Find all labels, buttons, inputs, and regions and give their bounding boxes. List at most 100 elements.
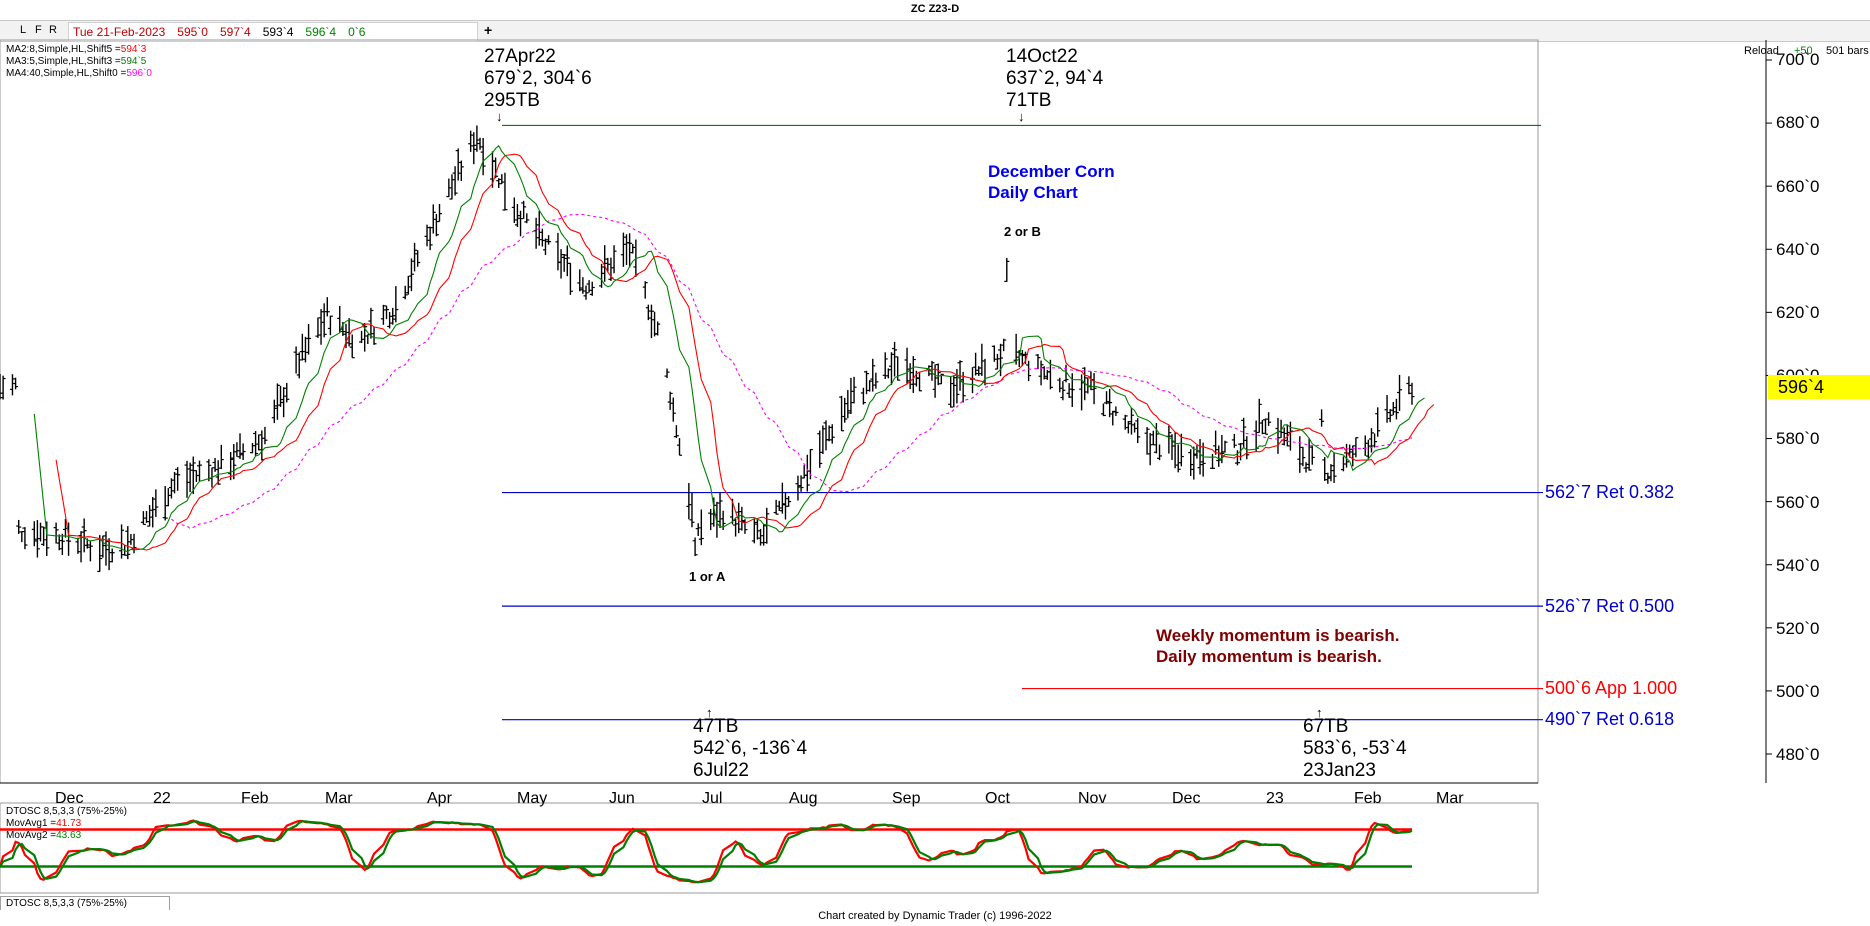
y-tick-620: 620`0 — [1776, 303, 1820, 322]
jul-tb: 47TB — [693, 716, 739, 737]
subtitle-line-2: Daily Chart — [988, 183, 1078, 202]
quote-date: Tue 21-Feb-2023 — [73, 25, 166, 39]
jan-annotation: 67TB 583`6, -53`4 23Jan23 — [1303, 716, 1407, 782]
jan-tb: 67TB — [1303, 716, 1349, 737]
osc-title: DTOSC 8,5,3,3 (75%-25%) — [6, 806, 127, 817]
osc-mov1: MovAvg1 =41.73 — [6, 818, 81, 830]
x-tick-aug: Aug — [789, 790, 818, 807]
subtitle-line-1: December Corn — [988, 162, 1115, 181]
ma4-value: 596`0 — [126, 68, 152, 79]
ma4-label: MA4:40,Simple,HL,Shift0 = — [6, 68, 127, 79]
jul-values: 542`6, -136`4 — [693, 738, 808, 759]
oct-values: 637`2, 94`4 — [1006, 68, 1104, 89]
y-tick-580: 580`0 — [1776, 429, 1820, 448]
oct-arrow: ↓ — [1018, 109, 1025, 124]
apr-values: 679`2, 304`6 — [484, 68, 592, 89]
ma2-label: MA2:8,Simple,HL,Shift5 = — [6, 44, 121, 55]
wave-a-label: 1 or A — [689, 569, 726, 584]
ma-legend-3: MA4:40,Simple,HL,Shift0 =596`0 — [6, 68, 152, 80]
y-tick-660: 660`0 — [1776, 177, 1820, 196]
x-tick-apr: Apr — [427, 790, 452, 807]
jul-date: 6Jul22 — [693, 760, 749, 781]
x-tick-dec-21: Dec — [55, 790, 84, 807]
y-tick-700: 700`0 — [1776, 50, 1820, 69]
chart-title: ZC Z23-D — [910, 3, 960, 15]
jan-date: 23Jan23 — [1303, 760, 1376, 781]
x-tick-sep: Sep — [892, 790, 921, 807]
ma4-line — [171, 213, 1413, 530]
x-tick-jul: Jul — [702, 790, 723, 807]
level-label-app: 500`6 App 1.000 — [1545, 678, 1678, 698]
y-tick-540: 540`0 — [1776, 556, 1820, 575]
chart-subtitle: December Corn Daily Chart — [988, 161, 1115, 203]
quote-close: 596`4 — [305, 25, 337, 39]
osc-mov2-label: MovAvg2 = — [6, 830, 57, 841]
ma-legend-2: MA3:5,Simple,HL,Shift3 =594`5 — [6, 56, 146, 68]
l-button[interactable]: L — [20, 24, 27, 36]
level-label-382: 562`7 Ret 0.382 — [1545, 482, 1675, 502]
ma3-value: 594`5 — [120, 56, 147, 67]
x-tick-oct: Oct — [985, 790, 1010, 807]
oscillator-panel — [0, 802, 1539, 894]
jul-annotation: 47TB 542`6, -136`4 6Jul22 — [693, 716, 807, 782]
reload-value: +50 — [1794, 45, 1813, 57]
level-label-618: 490`7 Ret 0.618 — [1545, 709, 1675, 729]
x-tick-22: 22 — [153, 790, 171, 807]
osc-mov1-value: 41.73 — [56, 818, 82, 829]
current-price-tag: 596`4 — [1768, 375, 1870, 399]
add-button[interactable]: + — [484, 22, 493, 38]
y-tick-520: 520`0 — [1776, 619, 1820, 638]
ma3-label: MA3:5,Simple,HL,Shift3 = — [6, 56, 121, 67]
quote-high: 597`4 — [219, 25, 251, 39]
y-tick-560: 560`0 — [1776, 493, 1820, 512]
bars-count: 501 bars — [1826, 45, 1869, 57]
daily-momentum: Daily momentum is bearish. — [1156, 647, 1382, 666]
momentum-note: Weekly momentum is bearish. Daily moment… — [1156, 625, 1399, 667]
osc-mov1-label: MovAvg1 = — [6, 818, 57, 829]
oscillator-tab[interactable]: DTOSC 8,5,3,3 (75%-25%) — [0, 896, 170, 910]
osc-mov2-value: 43.63 — [56, 830, 82, 841]
quote-low: 593`4 — [262, 25, 294, 39]
reload-button[interactable]: Reload — [1744, 45, 1779, 57]
ma2-line — [55, 153, 1435, 551]
ma-legend-1: MA2:8,Simple,HL,Shift5 =594`3 — [6, 44, 146, 56]
oct-annotation: 14Oct22 637`2, 94`4 71TB — [1006, 46, 1103, 112]
y-tick-640: 640`0 — [1776, 240, 1820, 259]
x-tick-nov: Nov — [1078, 790, 1107, 807]
f-button[interactable]: F — [35, 24, 42, 36]
x-tick-dec-22: Dec — [1172, 790, 1201, 807]
x-tick-23: 23 — [1266, 790, 1284, 807]
x-tick-jun: Jun — [609, 790, 635, 807]
oct-tb: 71TB — [1006, 90, 1052, 111]
jan-values: 583`6, -53`4 — [1303, 738, 1407, 759]
quote-change: 0`6 — [348, 25, 366, 39]
weekly-momentum: Weekly momentum is bearish. — [1156, 626, 1400, 645]
x-tick-mar-22: Mar — [325, 790, 353, 807]
price-panel-border — [0, 39, 1539, 784]
y-tick-480: 480`0 — [1776, 745, 1820, 764]
y-tick-680: 680`0 — [1776, 113, 1820, 132]
ma2-value: 594`3 — [120, 44, 147, 55]
quote-box: Tue 21-Feb-2023 595`0 597`4 593`4 596`4 0`6 — [68, 22, 478, 42]
x-tick-may: May — [517, 790, 548, 807]
x-tick-mar-23: Mar — [1436, 790, 1464, 807]
level-label-500: 526`7 Ret 0.500 — [1545, 596, 1675, 616]
apr-tb: 295TB — [484, 90, 540, 111]
footer-credit: Chart created by Dynamic Trader (c) 1996… — [818, 910, 1052, 922]
apr-date: 27Apr22 — [484, 46, 556, 67]
apr-arrow: ↓ — [496, 109, 503, 124]
jan-arrow: ↑ — [1316, 705, 1323, 720]
osc-movavg2 — [0, 820, 1413, 884]
osc-movavg1 — [0, 819, 1413, 884]
x-tick-feb-22: Feb — [241, 790, 269, 807]
wave-b-label: 2 or B — [1004, 224, 1041, 239]
jul-arrow: ↑ — [706, 705, 713, 720]
apr-annotation: 27Apr22 679`2, 304`6 295TB — [484, 46, 592, 112]
oct-date: 14Oct22 — [1006, 46, 1078, 67]
ma3-line — [33, 144, 1425, 553]
title-bar: ZC Z23-D — [0, 0, 1870, 21]
x-tick-feb-23: Feb — [1354, 790, 1382, 807]
r-button[interactable]: R — [49, 24, 57, 36]
quote-open: 595`0 — [177, 25, 208, 39]
